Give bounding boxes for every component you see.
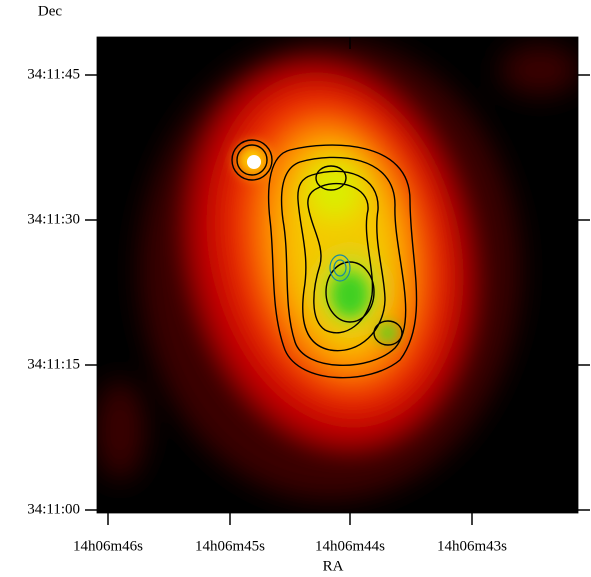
- x-tick-label: 14h06m44s: [315, 538, 385, 554]
- sky-image: [97, 37, 578, 513]
- y-tick-label: 34:11:45: [27, 66, 80, 82]
- plot-frame: [96, 36, 579, 514]
- x-tick-label: 14h06m43s: [437, 538, 507, 554]
- x-tick-label: 14h06m45s: [195, 538, 265, 554]
- y-tick-label: 34:11:30: [27, 211, 80, 227]
- y-tick-label: 34:11:00: [27, 501, 80, 517]
- x-tick-label: 14h06m46s: [73, 538, 143, 554]
- ticks: [85, 37, 590, 525]
- x-axis-label: RA: [323, 558, 344, 574]
- y-tick-label: 34:11:15: [27, 356, 80, 372]
- y-axis-label: Dec: [38, 3, 62, 19]
